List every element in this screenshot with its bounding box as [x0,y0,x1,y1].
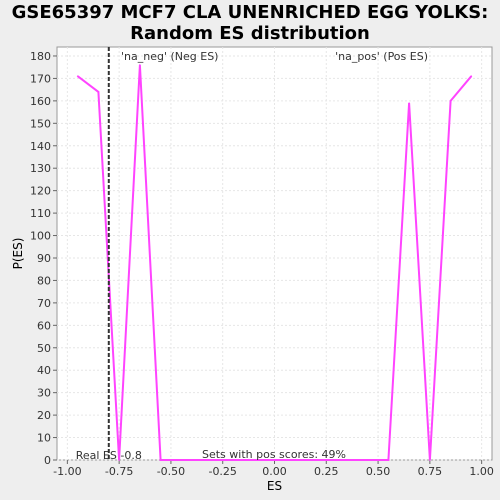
x-tick-label: 0.25 [314,465,339,478]
y-tick-label: 130 [30,162,51,175]
data-point [263,459,265,461]
data-point [408,102,410,104]
data-point [221,459,224,461]
chart-title-line-2: Random ES distribution [130,23,370,44]
data-point [470,75,473,77]
data-point [284,459,286,461]
x-tick-label: 1.00 [469,465,494,478]
data-point [180,459,183,461]
data-point [201,459,203,461]
x-tick-label: -0.25 [208,465,236,478]
y-tick-label: 110 [30,207,51,220]
data-point [118,459,120,461]
data-point [304,459,307,461]
y-tick-label: 100 [30,230,51,243]
x-tick-label: -0.50 [157,465,185,478]
distribution-line [77,64,473,461]
chart-title-line-1: GSE65397 MCF7 CLA UNENRICHED EGG YOLKS: [11,2,489,23]
data-point [449,100,452,102]
points-layer [76,64,473,461]
data-point [346,459,348,461]
y-tick-label: 70 [37,297,51,310]
x-axis-title: ES [267,479,282,493]
pos-es-label: 'na_pos' (Pos ES) [335,50,428,63]
real-es-label: Real ES -0.8 [76,449,142,462]
y-tick-label: 160 [30,95,51,108]
sets-with-pos-scores-label: Sets with pos scores: 49% [202,448,346,461]
y-tick-label: 120 [30,185,51,198]
y-axis: 0 10 20 30 40 50 60 70 80 90 100 110 120 130 140 150 160… [30,50,57,467]
y-axis-title: P(ES) [11,238,25,270]
data-point [366,459,369,461]
y-tick-label: 180 [30,50,51,63]
data-point [159,459,162,461]
y-tick-label: 170 [30,72,51,85]
y-tick-label: 20 [37,409,51,422]
neg-es-label: 'na_neg' (Neg ES) [121,50,218,63]
x-tick-label: -1.00 [53,465,81,478]
y-tick-label: 50 [37,342,51,355]
y-tick-label: 150 [30,117,51,130]
data-point [387,459,390,461]
y-tick-label: 0 [44,454,51,467]
y-tick-label: 10 [37,432,51,445]
x-tick-label: 0.75 [418,465,443,478]
y-tick-label: 60 [37,319,51,332]
x-tick-label: -0.75 [105,465,133,478]
data-point [325,459,328,461]
data-point [139,64,141,66]
y-tick-label: 140 [30,140,51,153]
data-point [429,459,431,461]
x-tick-label: 0.50 [366,465,391,478]
data-point [97,91,100,93]
y-tick-label: 30 [37,387,51,400]
x-axis: -1.00 -0.75 -0.50 -0.25 0.00 0.25 0.50 0.75 1.00 [53,460,494,478]
x-tick-label: 0.00 [262,465,287,478]
data-point [242,459,245,461]
series-layer [77,64,473,461]
y-tick-label: 40 [37,364,51,377]
data-point [76,75,79,77]
y-tick-label: 90 [37,252,51,265]
y-tick-label: 80 [37,274,51,287]
